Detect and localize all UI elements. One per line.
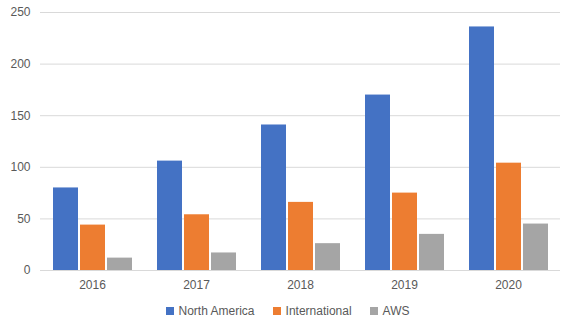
svg-text:50: 50: [17, 212, 31, 226]
html-text:North America: North America: [178, 304, 255, 318]
svg-text:100: 100: [10, 160, 30, 174]
svg-text:2019: 2019: [391, 278, 418, 292]
svg-text:250: 250: [10, 5, 30, 19]
svg-text:2016: 2016: [79, 278, 106, 292]
svg-text:2020: 2020: [495, 278, 522, 292]
svg-text:2017: 2017: [183, 278, 210, 292]
html-text:AWS: AWS: [382, 304, 410, 318]
svg-text:2018: 2018: [287, 278, 314, 292]
svg-text:0: 0: [24, 263, 31, 277]
svg-text:150: 150: [10, 109, 30, 123]
html-text:International: International: [285, 304, 352, 318]
svg-text:200: 200: [10, 57, 30, 71]
